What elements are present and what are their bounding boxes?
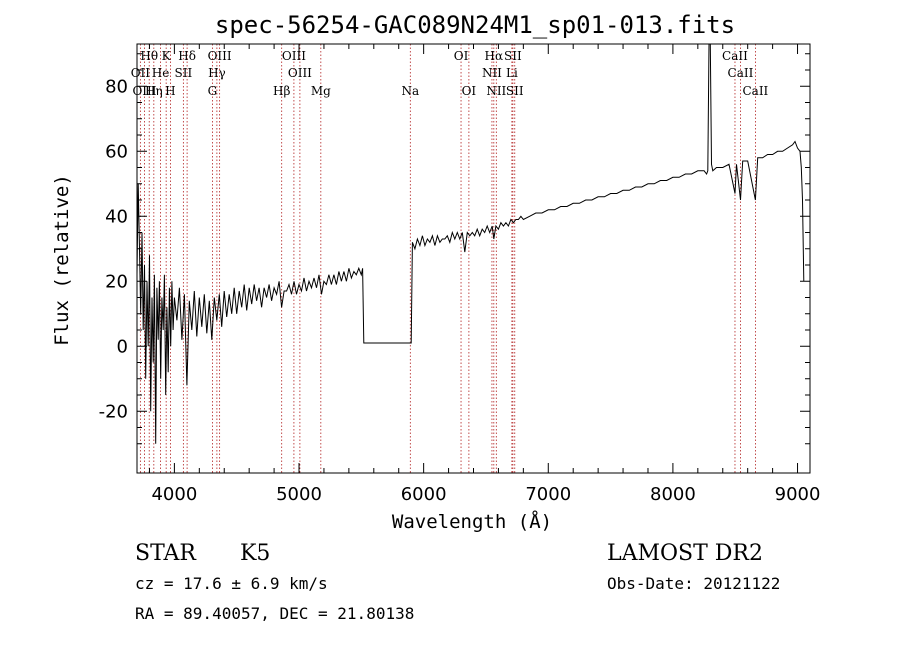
- coordinates: RA = 89.40057, DEC = 21.80138: [135, 604, 414, 623]
- y-axis-label: Flux (relative): [51, 174, 73, 346]
- line-label: Hθ: [140, 49, 158, 63]
- survey-name: LAMOST DR2: [607, 541, 763, 566]
- line-label: NII: [486, 84, 506, 98]
- line-label: G: [208, 84, 218, 98]
- y-tick-label: 0: [117, 336, 128, 357]
- line-label: H: [165, 84, 175, 98]
- line-label: He: [152, 66, 170, 80]
- y-axis-ticks: -20 0 20 40 60 80: [99, 53, 810, 445]
- plot-frame: [136, 43, 811, 474]
- x-tick-label: 7000: [525, 484, 571, 505]
- line-label: Hγ: [208, 66, 226, 80]
- x-tick-label: 6000: [401, 484, 447, 505]
- line-label: SII: [504, 49, 522, 63]
- y-tick-label: 40: [105, 206, 128, 227]
- line-label: Hα: [485, 49, 504, 63]
- line-label: CaII: [742, 84, 768, 98]
- line-label: OIII: [288, 66, 312, 80]
- object-class: STAR: [135, 541, 197, 566]
- y-tick-label: 20: [105, 271, 128, 292]
- line-label: Hη: [145, 84, 163, 98]
- object-subclass: K5: [240, 541, 270, 566]
- y-tick-label: -20: [99, 401, 128, 422]
- x-axis-ticks: 4000 5000 6000 7000 8000 9000: [148, 44, 821, 505]
- line-label: Li: [506, 66, 518, 80]
- line-label: Hβ: [273, 84, 290, 98]
- line-label: CaII: [722, 49, 748, 63]
- chart-title: spec-56254-GAC089N24M1_sp01-013.fits: [215, 11, 735, 39]
- line-label: Hδ: [178, 49, 196, 63]
- x-axis-label: Wavelength (Å): [392, 510, 552, 533]
- line-label: SII: [506, 84, 524, 98]
- line-label: Na: [401, 84, 419, 98]
- y-tick-label: 60: [105, 141, 128, 162]
- line-label: OIII: [282, 49, 306, 63]
- redshift-cz: cz = 17.6 ± 6.9 km/s: [135, 574, 328, 593]
- line-label: OI: [462, 84, 477, 98]
- line-label: Mg: [311, 84, 331, 98]
- y-tick-label: 80: [105, 76, 128, 97]
- observation-date: Obs-Date: 20121122: [607, 574, 780, 593]
- x-tick-label: 8000: [650, 484, 696, 505]
- spectrum-series-line: [136, 43, 805, 444]
- line-label: OIII: [132, 84, 156, 98]
- line-label: NII: [482, 66, 502, 80]
- line-label: OII: [131, 66, 151, 80]
- x-tick-label: 4000: [151, 484, 197, 505]
- x-tick-label: 5000: [276, 484, 322, 505]
- spectral-line-markers: [139, 44, 756, 473]
- line-label: OI: [454, 49, 469, 63]
- line-label: K: [162, 49, 172, 63]
- line-label: OIII: [208, 49, 232, 63]
- x-tick-label: 9000: [775, 484, 821, 505]
- line-label: CaII: [728, 66, 754, 80]
- line-label: SII: [175, 66, 193, 80]
